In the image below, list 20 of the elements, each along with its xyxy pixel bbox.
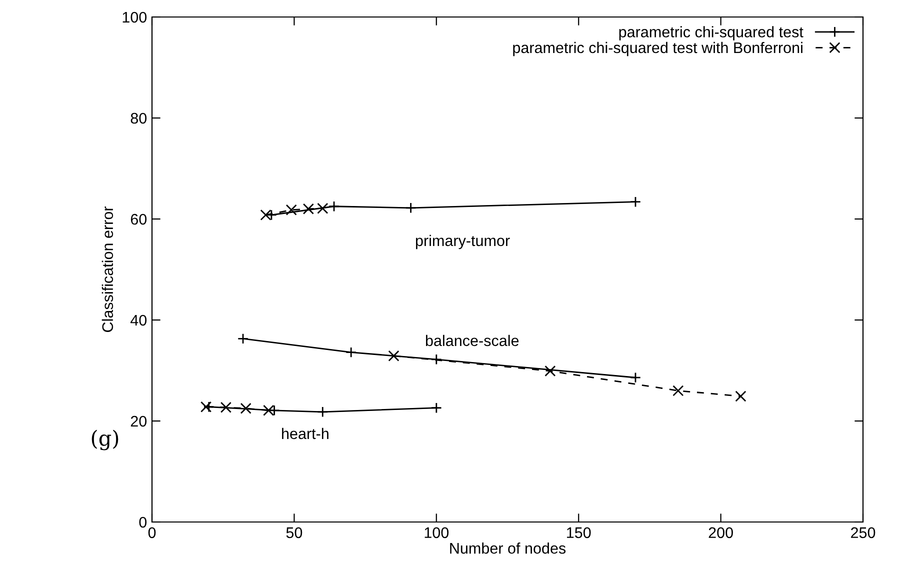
legend-label: parametric chi-squared test with Bonferroni [513, 42, 802, 56]
x-tick-label: 250 [851, 527, 876, 538]
annotation: heart-h [282, 428, 328, 440]
text: (g) [92, 430, 118, 450]
y-tick-label: 60 [130, 214, 147, 225]
y-tick-label: 40 [130, 314, 147, 326]
x-tick-label: 100 [424, 527, 449, 538]
annotation: primary-tumor [416, 234, 510, 250]
x-tick-label: 150 [567, 527, 591, 538]
x-tick-label: 200 [708, 527, 733, 538]
annotation: balance-scale [426, 334, 519, 346]
x-tick-label: 50 [286, 527, 302, 538]
x-axis-title: Number of nodes [450, 542, 566, 554]
y-axis-title: Classification error [102, 206, 114, 332]
y-tick-label: 0 [139, 516, 147, 528]
y-tick-label: 80 [130, 112, 147, 124]
x-tick-label: 0 [148, 527, 156, 538]
y-tick-label: 100 [122, 12, 147, 23]
legend-label: parametric chi-squared test [619, 26, 804, 40]
y-tick-label: 20 [130, 416, 147, 427]
